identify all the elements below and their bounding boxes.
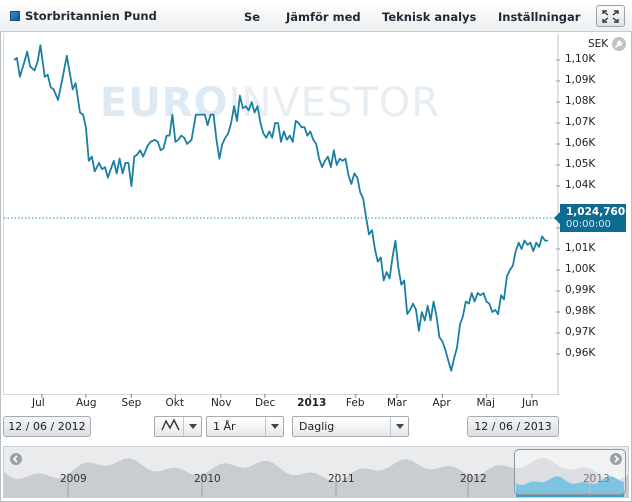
wrench-icon [615,40,623,48]
price-marker-arrow [554,211,561,225]
current-price-value: 1,024,760 [566,206,626,218]
period-select-value: 1 År [213,420,236,433]
y-tick-label: 1,10K [565,53,596,65]
range-navigator[interactable]: 2009 2010 2011 2012 2013 [3,446,629,498]
x-tick-label: Sep [121,397,142,409]
start-date-field[interactable]: 12 / 06 / 2012 [3,416,91,437]
x-tick-label: Dec [254,397,276,409]
plot-area[interactable] [3,33,560,395]
y-tick-label: 1,07K [565,116,596,128]
chevron-down-icon [265,417,283,436]
navigator-year: 2012 [460,473,487,485]
instrument-icon [10,11,20,21]
menu-compare[interactable]: Jämför med [286,10,361,24]
watermark-logo: EUROINVESTOR [100,80,441,126]
menu-technical-analysis[interactable]: Teknisk analys [382,10,477,24]
price-series-line [13,44,548,372]
x-tick-label: Mar [386,397,407,409]
chevron-down-icon [390,417,408,436]
y-tick-label: 1,09K [565,74,596,86]
period-select[interactable]: 1 År [206,416,284,437]
y-tick-label: 0,99K [565,284,596,296]
chevron-down-icon [183,417,201,436]
y-tick-label: 0,98K [565,305,596,317]
chart-type-select[interactable] [154,416,202,437]
current-price-time: 00:00:00 [566,219,611,230]
chevron-left-icon [12,455,18,463]
x-tick-label: Okt [165,397,184,409]
fullscreen-icon [602,9,619,23]
chevron-right-icon [614,455,620,463]
x-tick-label: Aug [75,397,97,409]
currency-label: SEK [588,38,609,50]
x-tick-label: Maj [476,397,495,409]
instrument-title[interactable]: Storbritannien Pund [10,9,157,23]
y-tick-label: 1,05K [565,158,596,170]
fullscreen-button[interactable] [596,5,625,27]
line-chart-icon [155,418,183,435]
menu-settings[interactable]: Inställningar [498,10,581,24]
x-tick-label: Feb [345,397,365,409]
y-tick-label: 1,00K [565,263,596,275]
menu-se[interactable]: Se [244,10,261,24]
instrument-title-label: Storbritannien Pund [25,9,157,23]
navigator-year: 2013 [583,473,610,485]
navigator-area [4,457,628,497]
chart-settings-button[interactable] [612,37,626,51]
navigator-year: 2009 [60,473,87,485]
navigator-year: 2011 [328,473,355,485]
y-tick-label: 1,01K [565,242,596,254]
x-tick-label: Nov [210,397,232,409]
navigator-history-chart [4,457,628,497]
y-tick-label: 1,06K [565,137,596,149]
interval-select-value: Daglig [299,420,335,433]
y-tick-label: 1,04K [565,179,596,191]
y-tick-label: 0,97K [565,326,596,338]
x-tick-label: 2013 [297,397,327,409]
navigator-selected-area [516,476,624,497]
navigator-selection-window[interactable] [514,449,626,495]
scroll-left-button[interactable] [10,453,22,465]
x-tick-label: Apr [432,397,451,409]
top-toolbar: Storbritannien Pund Se Jämför med Teknis… [0,0,632,32]
end-date-field[interactable]: 12 / 06 / 2013 [467,416,559,437]
x-tick-label: Jul [31,397,45,409]
interval-select[interactable]: Daglig [292,416,409,437]
scroll-right-button[interactable] [610,453,622,465]
navigator-year: 2010 [194,473,221,485]
y-tick-label: 1,08K [565,95,596,107]
x-tick-label: Jun [521,397,539,409]
current-price-badge: 1,024,760 00:00:00 [560,204,626,232]
y-tick-label: 0,96K [565,347,596,359]
